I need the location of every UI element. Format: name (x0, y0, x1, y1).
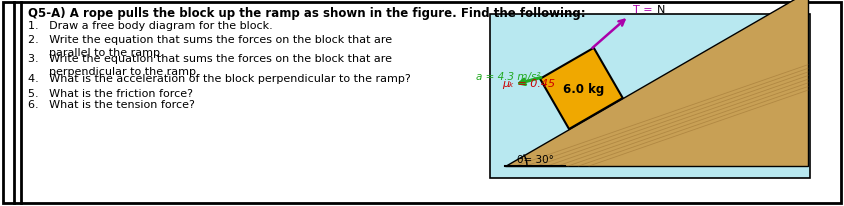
Text: Q5-A) A rope pulls the block up the ramp as shown in the figure. Find the follow: Q5-A) A rope pulls the block up the ramp… (28, 7, 586, 20)
Text: 2.   Write the equation that sums the forces on the block that are
      paralle: 2. Write the equation that sums the forc… (28, 35, 392, 57)
Text: 1.   Draw a free body diagram for the block.: 1. Draw a free body diagram for the bloc… (28, 21, 273, 31)
Text: N: N (657, 5, 665, 15)
Text: μₖ = 0.45: μₖ = 0.45 (502, 79, 555, 89)
Text: T =: T = (633, 5, 652, 15)
Text: 4.   What is the acceleration of the block perpendicular to the ramp?: 4. What is the acceleration of the block… (28, 74, 411, 84)
Polygon shape (540, 49, 623, 129)
Text: 3.   Write the equation that sums the forces on the block that are
      perpend: 3. Write the equation that sums the forc… (28, 54, 392, 76)
Polygon shape (505, 0, 808, 166)
Text: a = 4.3 m/s²: a = 4.3 m/s² (475, 71, 540, 81)
Text: θ= 30°: θ= 30° (517, 154, 554, 164)
Text: 6.   What is the tension force?: 6. What is the tension force? (28, 99, 195, 109)
Text: 6.0 kg: 6.0 kg (563, 83, 604, 95)
Bar (490, 15, 810, 178)
Text: 5.   What is the friction force?: 5. What is the friction force? (28, 89, 193, 98)
